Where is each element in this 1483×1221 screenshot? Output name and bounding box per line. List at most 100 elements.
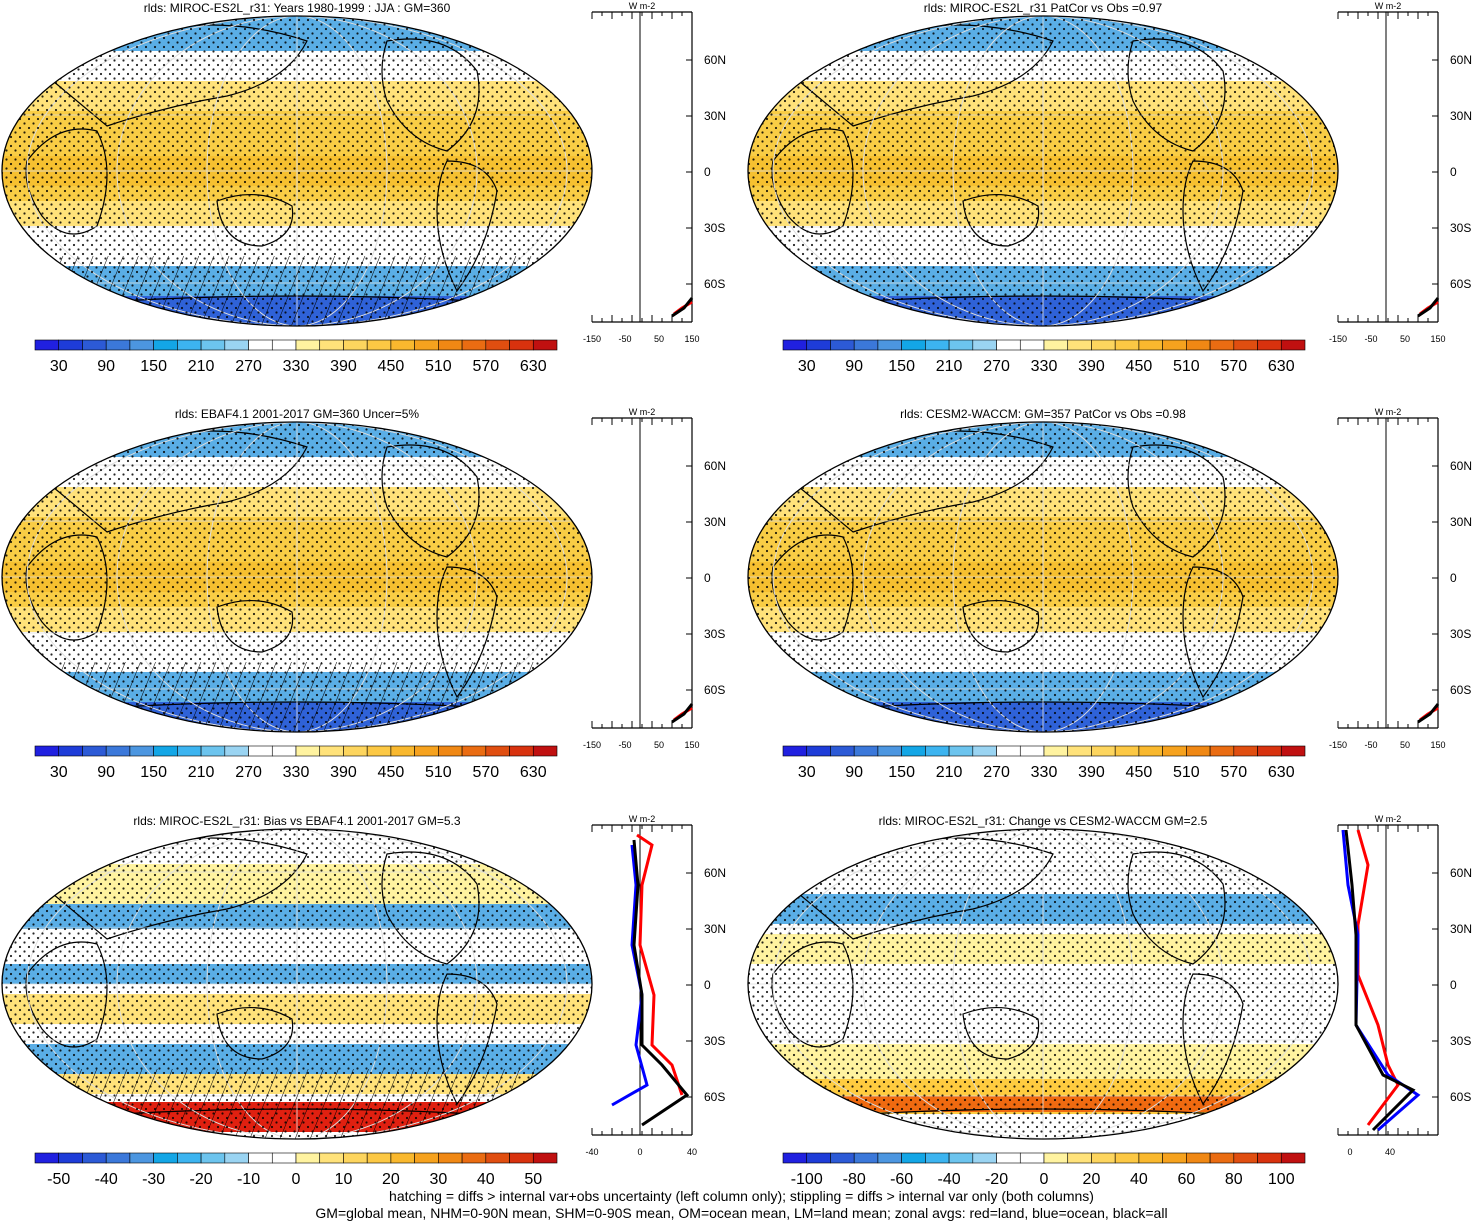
profile-x-label: -50 — [618, 334, 631, 344]
profile-x-label: 50 — [654, 334, 664, 344]
colorbar-label: 450 — [378, 764, 405, 781]
colorbar-swatch — [877, 745, 902, 757]
colorbar-swatch — [532, 1152, 558, 1164]
panel-5: rlds: MIROC-ES2L_r31: Bias vs EBAF4.1 20… — [1, 814, 726, 1188]
colorbar-swatch — [948, 1152, 974, 1164]
colorbar-swatch — [532, 339, 558, 351]
colorbar-label: 270 — [235, 764, 262, 781]
colorbar-swatch — [105, 1152, 131, 1164]
colorbar-label: 330 — [283, 764, 310, 781]
colorbar-label: 150 — [140, 358, 167, 375]
colorbar-swatch — [1114, 1152, 1140, 1164]
colorbar-label: 90 — [845, 358, 863, 375]
colorbar-label: 510 — [425, 764, 452, 781]
colorbar-swatch — [532, 745, 558, 757]
colorbar-swatch — [438, 745, 463, 757]
colorbar-swatch — [461, 745, 487, 757]
profile-x-label: -50 — [1364, 334, 1377, 344]
colorbar-swatch — [129, 339, 154, 351]
colorbar-swatch — [366, 745, 392, 757]
colorbar-swatch — [1233, 1152, 1258, 1164]
profile-x-label: 50 — [1400, 740, 1410, 750]
lat-label: 60N — [1450, 459, 1472, 473]
colorbar-swatch — [1186, 339, 1211, 351]
colorbar: 30 90 150 210 270 330 390 450 510 570 630 — [782, 745, 1306, 781]
lat-label: 30N — [704, 109, 726, 123]
colorbar-swatch — [1257, 339, 1282, 351]
colorbar-swatch — [390, 339, 415, 351]
colorbar-swatch — [200, 339, 226, 351]
colorbar-label: 330 — [1031, 764, 1058, 781]
colorbar-swatch — [509, 1152, 534, 1164]
colorbar-swatch — [129, 745, 154, 757]
colorbar-label: 450 — [378, 358, 405, 375]
colorbar-label: 450 — [1126, 358, 1153, 375]
colorbar-swatch — [319, 1152, 344, 1164]
curve-all — [671, 703, 694, 724]
colorbar-label: 510 — [1173, 358, 1200, 375]
colorbar-swatch — [948, 339, 974, 351]
colorbar-swatch — [438, 1152, 463, 1164]
colorbar-label: 630 — [520, 764, 547, 781]
lat-label: 30S — [1450, 221, 1471, 235]
zonal-profile: W m-2 -150 -50 50 150 60N 30N 0 30S 60S — [583, 1, 726, 344]
colorbar-swatch — [1209, 339, 1235, 351]
lat-label: 30N — [1450, 515, 1472, 529]
colorbar-label: 100 — [1268, 1171, 1295, 1188]
profile-x-label: -150 — [583, 334, 601, 344]
panel-4: rlds: CESM2-WACCM: GM=357 PatCor vs Obs … — [747, 407, 1472, 781]
colorbar-label: -40 — [938, 1171, 961, 1188]
colorbar-label: 30 — [50, 358, 68, 375]
colorbar-swatch — [105, 745, 131, 757]
lat-label: 60S — [704, 277, 725, 291]
colorbar-swatch — [1186, 1152, 1211, 1164]
colorbar-label: 270 — [983, 764, 1010, 781]
colorbar-label: 450 — [1126, 764, 1153, 781]
map-frame — [747, 15, 1339, 327]
lat-label: 30S — [1450, 627, 1471, 641]
lat-label: 30S — [704, 627, 725, 641]
colorbar-swatch — [105, 339, 131, 351]
colorbar-swatch — [782, 1152, 808, 1164]
curve-land — [636, 833, 684, 1096]
colorbar-label: 570 — [1220, 358, 1247, 375]
colorbar-swatch — [972, 745, 997, 757]
colorbar-swatch — [1091, 745, 1116, 757]
lat-label: 30S — [704, 221, 725, 235]
map-frame — [747, 421, 1339, 733]
colorbar-swatch — [153, 745, 178, 757]
panel-6: rlds: MIROC-ES2L_r31: Change vs CESM2-WA… — [747, 814, 1472, 1188]
map — [748, 829, 1338, 1139]
map — [748, 422, 1338, 732]
colorbar-swatch — [1138, 1152, 1163, 1164]
colorbar-swatch — [58, 1152, 83, 1164]
colorbar-label: -20 — [985, 1171, 1008, 1188]
colorbar: 30 90 150 210 270 330 390 450 510 570 630 — [782, 339, 1306, 375]
profile-x-label: 50 — [1400, 334, 1410, 344]
colorbar-label: 270 — [235, 358, 262, 375]
lat-label: 0 — [704, 571, 711, 585]
profile-x-label: 0 — [637, 1147, 642, 1157]
colorbar-swatch — [177, 339, 202, 351]
colorbar-label: 630 — [1268, 358, 1295, 375]
colorbar-swatch — [1186, 745, 1211, 757]
lat-label: 0 — [1450, 165, 1457, 179]
colorbar-swatch — [1043, 339, 1069, 351]
colorbar-swatch — [438, 339, 463, 351]
profile-unit: W m-2 — [629, 407, 656, 417]
colorbar-swatch — [129, 1152, 154, 1164]
profile-x-label: -50 — [618, 740, 631, 750]
map-frame — [747, 828, 1339, 1140]
colorbar-label: 270 — [983, 358, 1010, 375]
colorbar-swatch — [996, 339, 1021, 351]
colorbar-swatch — [224, 339, 249, 351]
colorbar-label: -80 — [843, 1171, 866, 1188]
colorbar-swatch — [996, 1152, 1021, 1164]
colorbar-swatch — [200, 745, 226, 757]
colorbar-swatch — [343, 745, 368, 757]
colorbar-label: 150 — [140, 764, 167, 781]
lat-label: 0 — [1450, 978, 1457, 992]
colorbar-label: 210 — [188, 358, 215, 375]
curve-ocean — [1341, 829, 1421, 1132]
lat-label: 60N — [704, 53, 726, 67]
